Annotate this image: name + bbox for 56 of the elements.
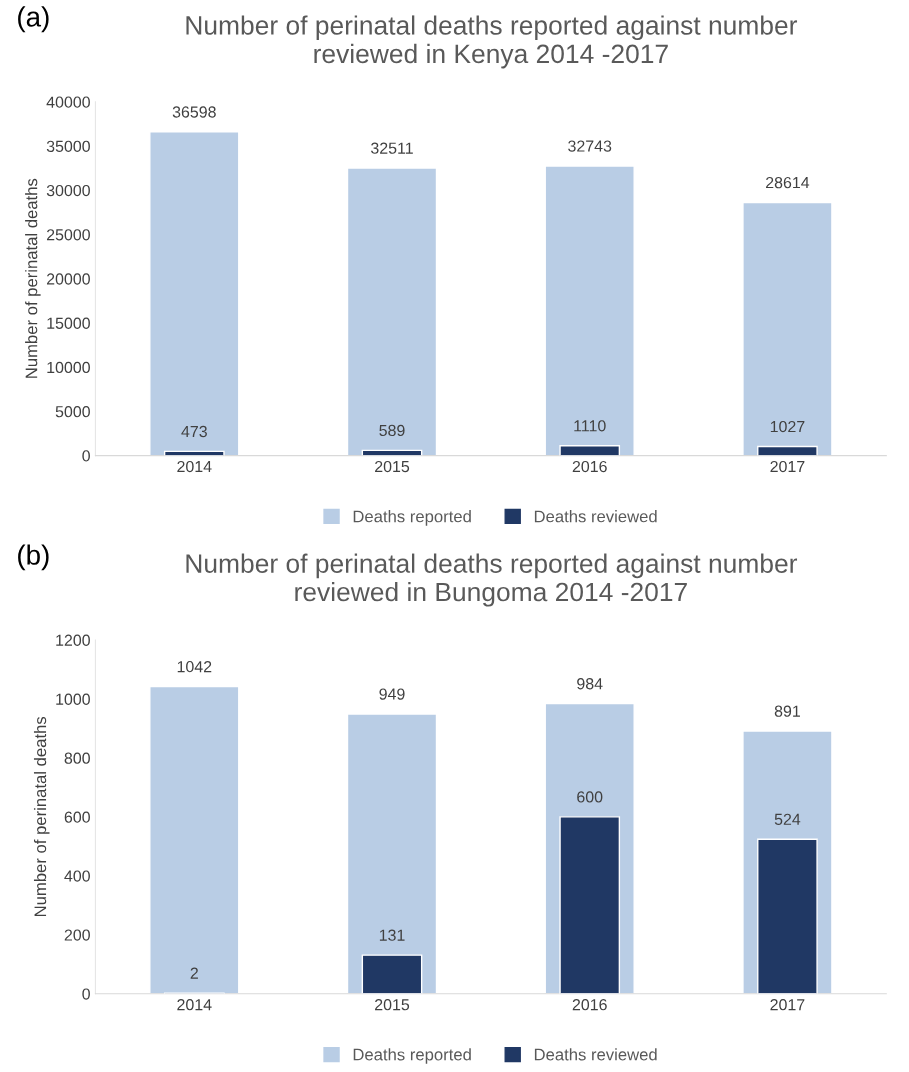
- x-tick-label: 2017: [770, 999, 805, 1011]
- data-label: 1110: [574, 420, 606, 432]
- data-label: 524: [774, 813, 801, 825]
- y-tick-label: 0: [82, 450, 90, 462]
- y-axis-title: Number of perinatal deaths: [25, 178, 41, 378]
- data-label: 36598: [172, 106, 216, 118]
- x-tick-label: 2014: [177, 999, 212, 1011]
- y-tick-label: 15000: [47, 317, 90, 329]
- bar: [742, 201, 833, 456]
- y-tick-label: 400: [64, 870, 90, 882]
- y-tick-label: 25000: [46, 229, 90, 241]
- y-axis-title: Number of perinatal deaths: [33, 716, 50, 917]
- data-label: 589: [379, 424, 405, 437]
- data-label: 2: [190, 967, 198, 979]
- data-label: 28614: [766, 176, 810, 189]
- y-tick-label: 1200: [56, 634, 90, 646]
- x-tick-label: 2014: [177, 460, 212, 473]
- y-tick-label: 10000: [47, 361, 90, 374]
- y-tick-label: 30000: [46, 184, 90, 197]
- y-tick-label: 35000: [46, 140, 90, 152]
- x-tick-label: 2015: [375, 460, 410, 473]
- data-label: 1042: [177, 660, 212, 673]
- data-label: 600: [577, 791, 603, 803]
- data-label: 32511: [371, 142, 413, 154]
- y-tick-label: 20000: [46, 273, 90, 285]
- text: (b): [18, 544, 49, 571]
- y-tick-label: 1000: [56, 693, 90, 705]
- data-label: 131: [379, 929, 405, 941]
- bar: [149, 131, 240, 456]
- legend-label: Deaths reported: [353, 1048, 471, 1064]
- data-label: 891: [774, 705, 800, 717]
- x-tick-label: 2015: [375, 999, 410, 1011]
- x-tick-label: 2016: [572, 460, 607, 473]
- y-tick-label: 200: [64, 929, 90, 941]
- bar: [346, 167, 438, 456]
- x-tick-label: 2016: [572, 999, 607, 1011]
- legend-label: Deaths reviewed: [534, 1048, 657, 1061]
- text: (a): [18, 6, 49, 33]
- data-label: 32743: [568, 140, 612, 152]
- y-tick-label: 40000: [46, 96, 90, 108]
- legend-label: Deaths reviewed: [534, 510, 657, 523]
- legend-label: Deaths reported: [353, 510, 471, 526]
- chart-title: Number of perinatal deaths reported against number reviewed in Kenya 2014 -2017: [186, 15, 798, 69]
- data-label: 473: [181, 425, 207, 438]
- chart-title: Number of perinatal deaths reported against number reviewed in Bungoma 2014 -2017: [186, 553, 798, 607]
- bar: [544, 165, 635, 456]
- y-tick-label: 5000: [55, 406, 90, 418]
- data-label: 984: [577, 678, 603, 690]
- data-label: 949: [379, 688, 405, 700]
- bar: [346, 713, 438, 994]
- y-tick-label: 600: [64, 811, 90, 823]
- bar: [149, 685, 240, 994]
- data-label: 1027: [770, 420, 805, 433]
- y-tick-label: 0: [82, 988, 90, 1000]
- y-tick-label: 800: [64, 752, 90, 764]
- x-tick-label: 2017: [770, 460, 805, 473]
